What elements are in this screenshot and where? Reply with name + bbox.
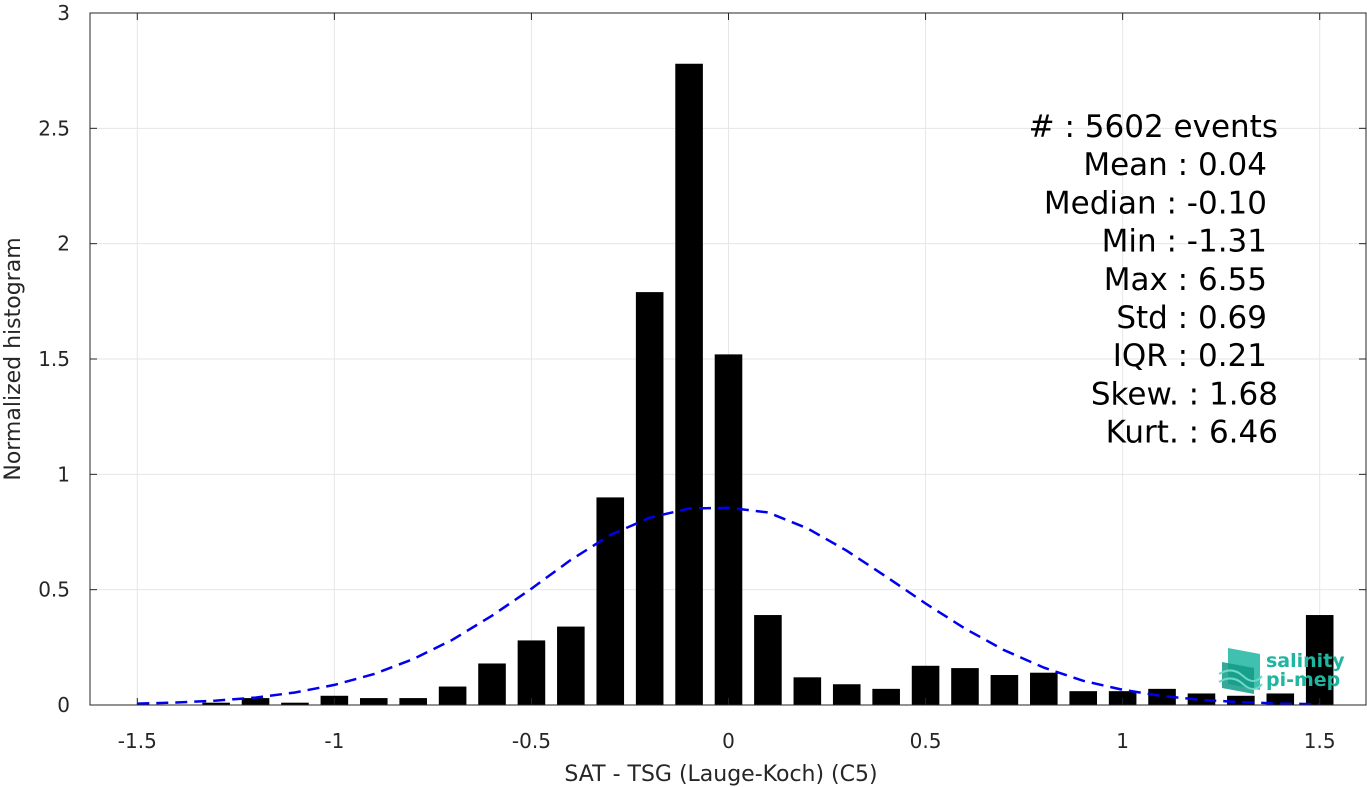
histogram-bar	[990, 675, 1019, 705]
x-tick-label: -0.5	[512, 729, 551, 753]
stat-line: Max : 6.55	[1104, 262, 1267, 298]
x-tick-labels: -1.5 -1 -0.5 0 0.5 1 1.5	[118, 729, 1336, 753]
axis-ticks	[90, 12, 1366, 706]
histogram-bar	[714, 354, 743, 705]
x-tick-label: 1.5	[1304, 729, 1336, 753]
histogram-bar	[517, 640, 546, 705]
stat-line: Kurt. : 6.46	[1106, 415, 1278, 451]
y-tick-label: 2.5	[38, 116, 70, 140]
histogram-bar	[557, 626, 585, 705]
y-tick-label: 1.5	[38, 347, 70, 371]
logo-line2: pi-mep	[1266, 669, 1340, 691]
histogram-bar	[793, 677, 822, 705]
histogram-bar	[951, 668, 979, 705]
x-tick-label: -1.5	[118, 729, 157, 753]
histogram-bar	[1305, 615, 1334, 705]
histogram-bar	[596, 497, 625, 705]
y-tick-label: 1	[57, 462, 70, 486]
histogram-bar	[1227, 695, 1255, 705]
histogram-bar	[754, 615, 782, 705]
histogram-bar	[438, 686, 467, 705]
x-tick-label: 0	[722, 729, 735, 753]
y-tick-label: 0	[57, 693, 70, 717]
histogram-bar	[1069, 691, 1098, 705]
histogram-bar	[675, 63, 703, 706]
histogram-bar	[202, 702, 230, 705]
stat-line: Min : -1.31	[1102, 224, 1267, 260]
histogram-bar	[872, 688, 900, 705]
histogram-bar	[1148, 688, 1176, 705]
x-tick-label: 1	[1116, 729, 1129, 753]
histogram-bar	[478, 663, 506, 705]
stat-line: IQR : 0.21	[1113, 338, 1267, 374]
stat-line: # : 5602 events	[1029, 109, 1278, 145]
waves-logo-icon	[1218, 648, 1263, 694]
salinity-pi-mep-logo: salinity pi-mep	[1218, 648, 1345, 694]
histogram-bar	[241, 698, 270, 705]
x-tick-label: -1	[324, 729, 344, 753]
stat-line: Std : 0.69	[1116, 300, 1267, 336]
y-tick-label: 0.5	[38, 578, 70, 602]
y-tick-label: 3	[57, 1, 70, 25]
stat-line: Mean : 0.04	[1083, 147, 1267, 183]
histogram-bar	[832, 684, 861, 705]
x-axis-title: SAT - TSG (Lauge-Koch) (C5)	[564, 762, 877, 787]
histogram-bar	[1187, 693, 1216, 705]
histogram-bar	[1030, 672, 1058, 705]
stat-line: Median : -0.10	[1044, 185, 1267, 221]
histogram-bar	[281, 702, 309, 705]
y-axis-title: Normalized histogram	[1, 237, 26, 480]
y-tick-label: 2	[57, 232, 70, 256]
logo-line1: salinity	[1266, 650, 1345, 672]
x-tick-label: 0.5	[910, 729, 942, 753]
y-tick-labels: 0 0.5 1 1.5 2 2.5 3	[38, 1, 70, 717]
histogram-bar	[1266, 693, 1295, 705]
stat-line: Skew. : 1.68	[1091, 376, 1278, 412]
histogram-bar	[359, 698, 388, 705]
histogram-bar	[399, 698, 427, 705]
histogram-bar	[635, 292, 664, 705]
gaussian-fit-curve	[137, 506, 1320, 706]
